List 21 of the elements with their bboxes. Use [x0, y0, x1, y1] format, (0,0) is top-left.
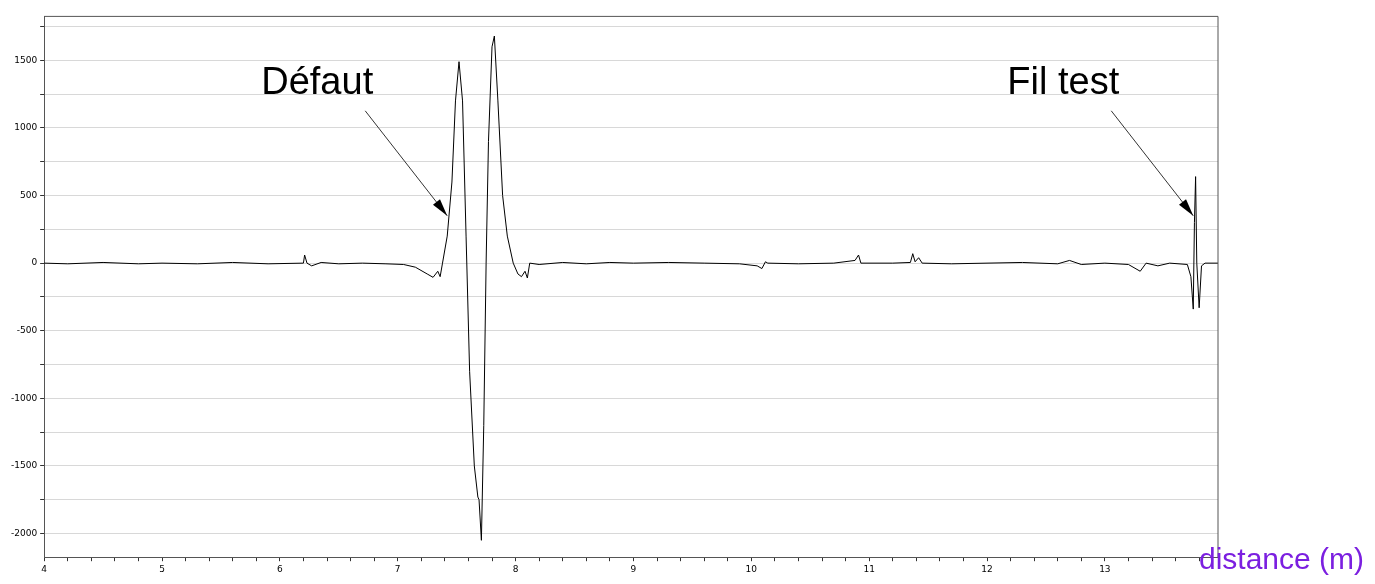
y-tick-label: 1000 [14, 122, 38, 133]
y-tick-label: -500 [16, 325, 38, 336]
x-tick-label: 13 [1099, 563, 1111, 574]
x-tick-label: 10 [745, 563, 758, 574]
x-tick-label: 9 [630, 563, 637, 574]
x-tick-label: 4 [41, 563, 48, 574]
x-tick-label: 12 [981, 563, 993, 574]
x-tick-label: 7 [394, 563, 401, 574]
x-tick-label: 8 [512, 563, 519, 574]
y-tick-label: 500 [19, 189, 38, 200]
y-tick-label: 0 [31, 257, 38, 268]
annotation: Défaut [261, 60, 374, 103]
x-axis-title: distance (m) [1198, 542, 1364, 576]
y-tick-label: -2000 [11, 527, 38, 538]
x-tick-label: 6 [277, 563, 283, 574]
x-tick-label: 11 [863, 563, 875, 574]
y-tick-label: -1000 [11, 392, 38, 403]
x-tick-label: 5 [159, 563, 165, 574]
y-tick-label: 1500 [14, 54, 38, 65]
y-tick-label: -1500 [11, 460, 38, 471]
annotation: Fil test [1007, 60, 1120, 103]
